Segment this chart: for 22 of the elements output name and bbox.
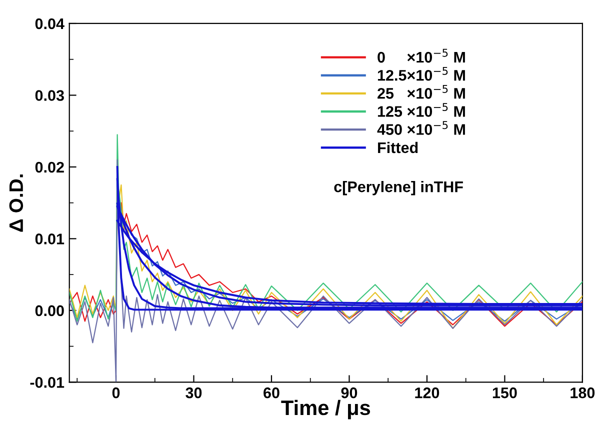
legend-label: 25 ×10$^{−5}$ M: [378, 85, 465, 99]
y-tick-label: -0.01: [30, 377, 64, 388]
x-tick-label: 90: [341, 387, 358, 398]
x-tick-label: 30: [186, 387, 202, 398]
annotation: c[Perylene] inTHF: [334, 180, 463, 196]
x-axis-title: Time / μs: [281, 400, 370, 420]
legend-label: Fitted: [378, 142, 418, 154]
y-axis-title: Δ O.D.: [9, 174, 24, 232]
legend-label: 12.5×10$^{−5}$ M: [378, 66, 465, 81]
y-tick-label: 0.00: [35, 305, 64, 316]
legend-label: 0 ×10$^{−5}$ M: [378, 48, 465, 63]
y-tick-label: 0.03: [35, 90, 64, 101]
y-tick-label: 0.01: [35, 234, 64, 244]
legend-label: 125 ×10$^{−5}$ M: [378, 103, 465, 117]
x-tick-label: 60: [264, 387, 280, 398]
x-tick-label: 0: [112, 387, 120, 398]
legend-label: 450 ×10$^{−5}$ M: [377, 121, 465, 135]
x-tick-label: 150: [492, 387, 517, 398]
x-tick-label: 120: [415, 387, 440, 398]
y-tick-label: 0.04: [35, 18, 64, 30]
x-tick-label: 180: [570, 387, 595, 398]
y-tick-label: 0.02: [35, 162, 64, 173]
